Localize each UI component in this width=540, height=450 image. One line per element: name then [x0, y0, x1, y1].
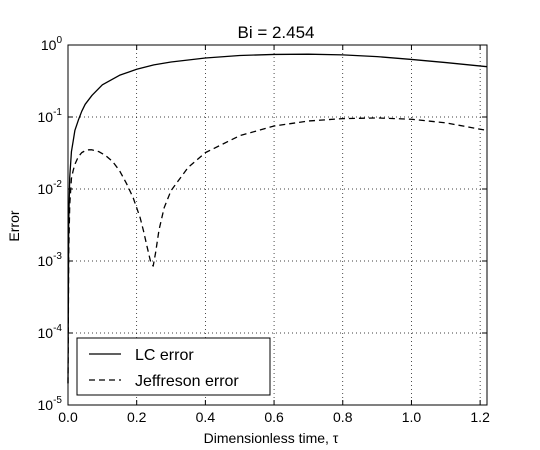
- chart-title: Bi = 2.454: [237, 23, 314, 42]
- x-tick-label: 0.2: [127, 409, 147, 425]
- legend-label-0: LC error: [135, 347, 194, 364]
- legend: LC error Jeffreson error: [76, 337, 271, 396]
- y-tick-label: 10-5: [38, 395, 63, 413]
- legend-box: [76, 337, 271, 396]
- x-tick-label: 0.6: [264, 409, 284, 425]
- y-tick-label: 10-1: [38, 107, 63, 125]
- y-tick-label: 10-4: [38, 323, 63, 341]
- legend-label-1: Jeffreson error: [135, 373, 239, 390]
- y-tick-label: 100: [41, 35, 63, 53]
- y-tick-label: 10-3: [38, 251, 63, 269]
- x-tick-label: 0.4: [196, 409, 216, 425]
- y-tick-label: 10-2: [38, 179, 63, 197]
- x-tick-label: 1.0: [402, 409, 422, 425]
- x-axis-label: Dimensionless time, τ: [204, 430, 339, 446]
- series-line-1: [67, 117, 488, 384]
- x-tick-label: 0.0: [58, 409, 78, 425]
- y-axis-label: Error: [6, 210, 22, 241]
- axis-ticks: 0.0 0.2 0.4 0.6 0.8 1.0 1.2 100 10-1 10-2 10-3 10-4…: [38, 35, 491, 425]
- x-tick-label: 1.2: [470, 409, 490, 425]
- series-layer: [67, 53, 488, 384]
- plot-frame: [67, 44, 488, 406]
- x-tick-label: 0.8: [333, 409, 353, 425]
- series-line-0: [67, 53, 488, 384]
